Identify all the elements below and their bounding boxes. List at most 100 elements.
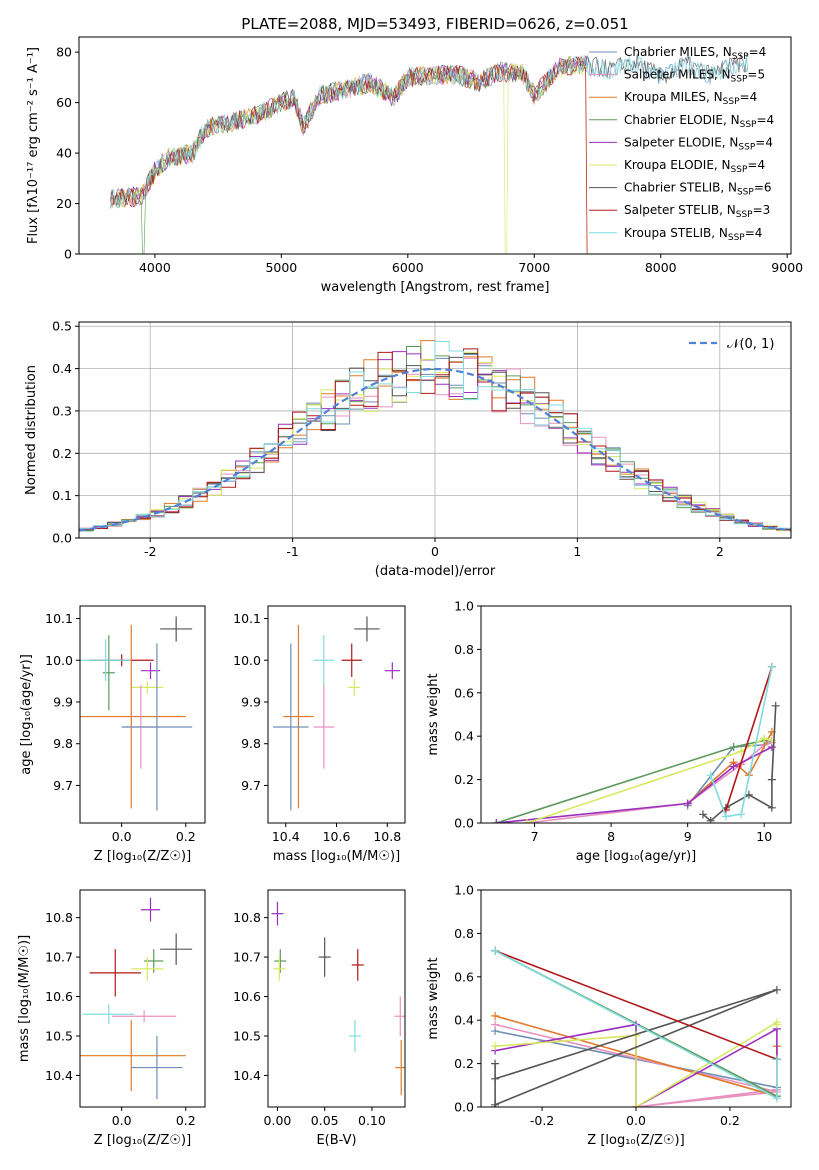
y-tick-label: 0.4 <box>454 729 474 744</box>
legend-name: Salpeter STELIB, N <box>624 203 736 217</box>
x-tick-label: 8 <box>607 829 615 844</box>
legend-label: Chabrier MILES, NSSP=4 <box>624 45 766 62</box>
legend-name: Chabrier STELIB, N <box>624 181 737 195</box>
legend-nssp: =4 <box>749 45 767 59</box>
x-axis-label: wavelength [Angstrom, rest frame] <box>321 280 550 295</box>
x-tick-label: 0.0 <box>112 1113 132 1128</box>
errorbar-point-chab_stelib <box>160 933 193 965</box>
errorbar-point-krou_stelib <box>80 639 132 682</box>
panel-spectrum: 4000 5000 6000 7000 8000 9000 0 20 40 60 80 wavelen… <box>26 36 803 295</box>
weight-marker <box>772 985 781 994</box>
legend-label: Chabrier STELIB, NSSP=6 <box>624 181 772 198</box>
legend-name: Salpeter MILES, N <box>624 68 731 82</box>
weight-marker <box>706 816 715 823</box>
weight-marker <box>771 701 780 710</box>
y-axis-label: Flux [fλ10⁻¹⁷ erg cm⁻² s⁻¹ A⁻¹] <box>26 47 41 244</box>
axes-frame <box>78 36 792 255</box>
y-tick-label: 0.0 <box>52 531 72 546</box>
x-tick-label: 1 <box>573 544 581 559</box>
spectrum-line-chab_stelib <box>110 53 749 206</box>
y-tick-label: 10.0 <box>233 653 261 668</box>
legend-label: 𝒩(0, 1) <box>727 337 774 352</box>
weight-marker <box>721 812 730 821</box>
errorbar-point-krou_elodie <box>131 681 164 694</box>
legend-name: Kroupa MILES, N <box>624 90 723 104</box>
weight-marker <box>729 762 738 771</box>
panel-mass_ebv: 0.00 0.05 0.10 10.4 10.5 10.6 10.7 10.8 E(B-V) <box>233 889 406 1148</box>
errorbar-point-krou_stelib <box>83 1004 135 1025</box>
legend-nssp: =3 <box>753 203 771 217</box>
x-axis-label: Z [log₁₀(Z/Z☉)] <box>94 1133 191 1148</box>
legend-label: Chabrier ELODIE, NSSP=4 <box>624 113 774 130</box>
y-tick-label: 10.0 <box>45 653 73 668</box>
legend-label: Kroupa MILES, NSSP=4 <box>624 90 757 107</box>
legend-name: Kroupa ELODIE, N <box>624 158 731 172</box>
panel-age_z: 0.0 0.2 9.7 9.8 9.9 10.0 10.1 Z [log₁₀(Z/Z☉)] ag… <box>19 605 206 864</box>
errorbar-point-salp_miles <box>313 685 334 769</box>
y-tick-label: 0.6 <box>454 685 474 700</box>
y-tick-label: 80 <box>56 45 72 60</box>
y-tick-label: 10.6 <box>233 989 261 1004</box>
weight-marker <box>767 803 776 812</box>
y-axis-label: mass [log₁₀(M/M☉)] <box>17 935 32 1062</box>
x-tick-label: 4000 <box>139 260 171 275</box>
errorbar-point-salp_stelib <box>341 643 362 677</box>
x-tick-label: 10.6 <box>323 829 351 844</box>
errorbar-point-chab_stelib <box>160 616 193 642</box>
plot-area <box>110 53 749 254</box>
y-axis-label: age [log₁₀(age/yr)] <box>19 654 34 775</box>
y-tick-label: 10.8 <box>45 910 73 925</box>
weight-marker <box>683 799 692 808</box>
y-tick-label: 9.9 <box>53 694 73 709</box>
plot-area <box>492 662 780 823</box>
axes-frame <box>78 321 792 539</box>
x-tick-label: 6000 <box>392 260 424 275</box>
legend-label: Kroupa ELODIE, NSSP=4 <box>624 158 765 175</box>
y-tick-label: 1.0 <box>454 599 474 614</box>
panel-age_mass: 10.4 10.6 10.8 9.7 9.8 9.9 10.0 10.1 mass [log₁₀… <box>233 605 406 864</box>
x-tick-label: -0.2 <box>530 1113 554 1128</box>
y-tick-label: 0 <box>64 247 72 262</box>
x-axis-label: Z [log₁₀(Z/Z☉)] <box>94 849 191 864</box>
weight-marker <box>632 1103 640 1107</box>
y-axis-label: Normed distribution <box>24 365 39 495</box>
weight-line-salp_elodie <box>494 1023 778 1107</box>
x-tick-label: 8000 <box>645 260 677 275</box>
weight-marker <box>744 790 753 799</box>
y-tick-label: 1.0 <box>454 883 474 898</box>
y-tick-label: 40 <box>56 146 72 161</box>
legend-name: Chabrier MILES, N <box>624 45 732 59</box>
x-tick-label: 9000 <box>771 260 803 275</box>
weight-marker <box>491 1020 500 1029</box>
y-tick-label: 9.7 <box>53 778 73 793</box>
errorbar-point-salp_miles <box>112 1010 177 1023</box>
legend-name: Salpeter ELODIE, N <box>624 135 738 149</box>
weight-marker <box>491 1042 500 1051</box>
axes-frame <box>79 889 206 1108</box>
x-tick-label: 0 <box>431 544 439 559</box>
axes-frame <box>267 605 406 824</box>
y-tick-label: 10.4 <box>233 1068 261 1083</box>
y-tick-label: 0.6 <box>454 969 474 984</box>
y-tick-label: 10.5 <box>45 1028 73 1043</box>
weight-line-salp_stelib <box>725 666 773 811</box>
x-tick-label: 10.4 <box>272 829 300 844</box>
y-tick-label: 0.2 <box>454 1056 474 1071</box>
legend-sub: SSP <box>740 120 757 130</box>
y-tick-label: 0.1 <box>52 488 72 503</box>
y-tick-label: 0.5 <box>52 319 72 334</box>
spectrum-line-salp_stelib <box>110 56 588 254</box>
x-tick-label: 0.00 <box>264 1113 292 1128</box>
errorbar-point-salp_elodie <box>271 901 284 926</box>
legend-name: Kroupa STELIB, N <box>624 226 728 240</box>
errorbar-point-chab_stelib <box>318 937 331 977</box>
plot-area <box>80 616 193 811</box>
weight-marker <box>772 1094 781 1103</box>
spectrum-line-krou_stelib <box>110 53 749 208</box>
errorbar-point-salp_elodie <box>384 662 400 680</box>
weight-line-krou_elodie <box>526 737 773 823</box>
figure-title: PLATE=2088, MJD=53493, FIBERID=0626, z=0… <box>241 15 628 33</box>
x-tick-label: 5000 <box>265 260 297 275</box>
